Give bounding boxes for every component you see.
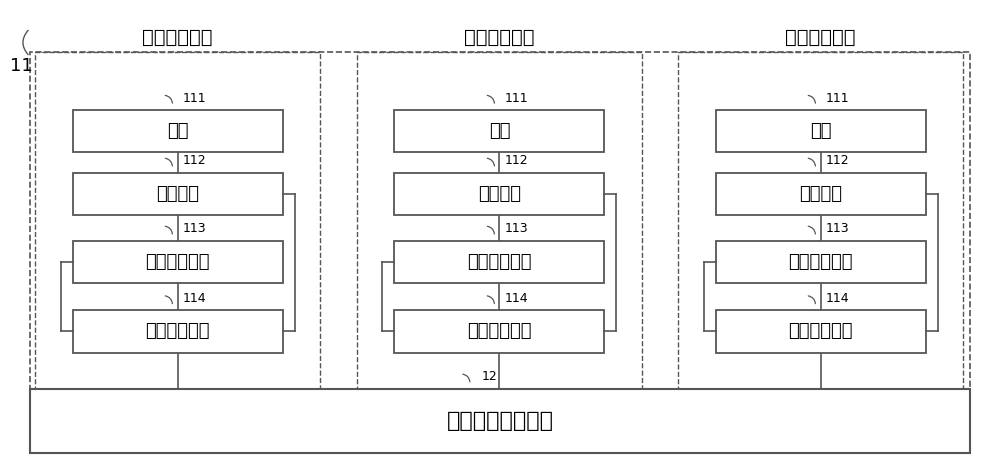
Text: 数模转换模块: 数模转换模块 [145, 322, 210, 340]
Text: 模数转换模块: 模数转换模块 [467, 253, 532, 271]
FancyBboxPatch shape [394, 173, 604, 215]
Text: 114: 114 [504, 292, 528, 305]
Text: 数模转换模块: 数模转换模块 [467, 322, 532, 340]
Text: 信号收发通道: 信号收发通道 [142, 28, 213, 47]
Text: 射频模块: 射频模块 [478, 185, 521, 203]
Text: 天线: 天线 [489, 122, 510, 140]
Text: 11: 11 [10, 57, 33, 75]
Text: 114: 114 [182, 292, 206, 305]
FancyBboxPatch shape [72, 173, 283, 215]
FancyBboxPatch shape [716, 310, 926, 353]
FancyBboxPatch shape [394, 241, 604, 283]
Text: 111: 111 [182, 92, 206, 104]
Text: 信号收发通道: 信号收发通道 [785, 28, 856, 47]
FancyBboxPatch shape [30, 389, 970, 453]
FancyBboxPatch shape [716, 110, 926, 152]
FancyBboxPatch shape [72, 310, 283, 353]
Text: 天线: 天线 [167, 122, 188, 140]
Text: 数字信号处理模块: 数字信号处理模块 [446, 411, 554, 431]
Text: 信号收发通道: 信号收发通道 [464, 28, 535, 47]
Text: 114: 114 [826, 292, 849, 305]
Text: 112: 112 [182, 154, 206, 168]
FancyBboxPatch shape [72, 110, 283, 152]
Text: 111: 111 [826, 92, 849, 104]
Text: 111: 111 [504, 92, 528, 104]
FancyBboxPatch shape [716, 241, 926, 283]
Text: 数模转换模块: 数模转换模块 [788, 322, 853, 340]
Text: 113: 113 [504, 222, 528, 236]
FancyBboxPatch shape [72, 241, 283, 283]
Text: 12: 12 [482, 370, 498, 383]
Text: 112: 112 [504, 154, 528, 168]
FancyBboxPatch shape [716, 173, 926, 215]
Text: 射频模块: 射频模块 [799, 185, 842, 203]
Text: 射频模块: 射频模块 [156, 185, 199, 203]
Text: 113: 113 [826, 222, 849, 236]
Text: 模数转换模块: 模数转换模块 [145, 253, 210, 271]
Text: 113: 113 [182, 222, 206, 236]
Text: 天线: 天线 [810, 122, 831, 140]
FancyBboxPatch shape [394, 310, 604, 353]
Text: 112: 112 [826, 154, 849, 168]
Text: 模数转换模块: 模数转换模块 [788, 253, 853, 271]
FancyBboxPatch shape [394, 110, 604, 152]
